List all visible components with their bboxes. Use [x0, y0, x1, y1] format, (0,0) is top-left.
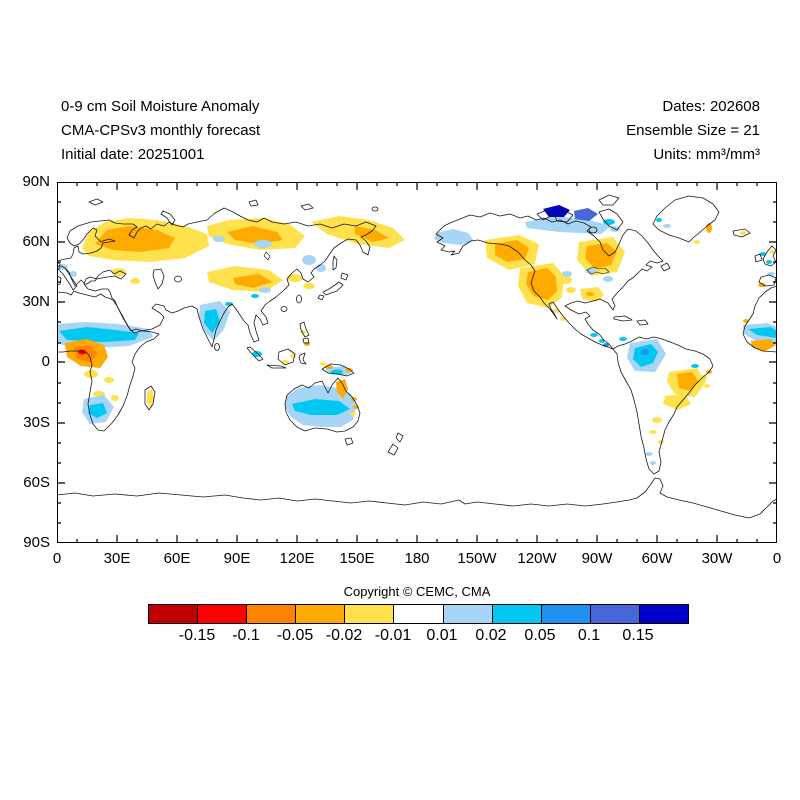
lon-tick-label: 150E	[339, 550, 375, 567]
lon-tick-label: 30E	[103, 550, 131, 567]
coastline-mediterranean-north	[57, 265, 127, 299]
coastline-lake-baikal	[263, 251, 271, 261]
lat-tick-label: 0	[41, 353, 50, 370]
coastline-southampton	[588, 226, 598, 234]
plot-subtitle: CMA-CPSv3 monthly forecast	[61, 122, 261, 139]
coastline-great-lakes	[586, 266, 610, 275]
coastline-new-guinea	[321, 363, 355, 377]
initial-date: Initial date: 20251001	[61, 146, 205, 163]
lat-tick-label: 30S	[23, 414, 50, 431]
lon-tick-label: 0	[772, 550, 782, 567]
units-label: Units: mm³/mm³	[653, 146, 760, 163]
lon-tick-label: 120W	[517, 550, 557, 567]
colorbar-segment-red	[198, 605, 248, 623]
coastline-hainan	[280, 306, 288, 312]
info-block: Dates: 202608 Ensemble Size = 21 Units: …	[626, 95, 760, 167]
colorbar-tick-label: 0.02	[475, 627, 507, 644]
coastlines	[57, 194, 777, 519]
lon-tick-label: 120E	[279, 550, 315, 567]
lat-tick-label: 30N	[22, 293, 50, 310]
colorbar-tick-label: 0.15	[622, 627, 654, 644]
coastline-aral	[174, 275, 182, 283]
colorbar-tick-label: 0.01	[426, 627, 458, 644]
coastline-west-africa	[742, 285, 777, 353]
lon-tick-label: 60E	[163, 550, 191, 567]
coastline-americas	[435, 212, 714, 475]
colorbar-tick-label: -0.02	[325, 627, 363, 644]
coastline-taiwan	[296, 294, 302, 304]
world-map	[57, 182, 777, 543]
lat-tick-label: 90S	[23, 534, 50, 551]
lon-tick-label: 180	[404, 550, 430, 567]
colorbar-tick-label: 0.05	[524, 627, 556, 644]
coastline-africa	[57, 290, 160, 432]
lon-tick-label: 30W	[701, 550, 733, 567]
forecast-dates: Dates: 202608	[662, 98, 760, 115]
coastline-greenland	[652, 195, 720, 243]
coastline-newfoundland	[660, 262, 671, 272]
coastline-iceland	[732, 228, 751, 238]
coastline-madagascar	[144, 385, 156, 411]
coastline-eurasia	[57, 207, 377, 348]
colorbar-segment-white	[394, 605, 444, 623]
coastline-caribbean	[613, 315, 649, 326]
title-block: 0-9 cm Soil Moisture Anomaly CMA-CPSv3 m…	[61, 95, 260, 167]
coastline-caspian	[152, 268, 165, 290]
coastline-new-zealand	[387, 432, 404, 456]
coastline-srilanka	[214, 343, 220, 351]
colorbar-segment-blue	[541, 605, 591, 623]
colorbar-tick-label: -0.15	[178, 627, 216, 644]
coastline-tasmania	[344, 437, 354, 446]
ensemble-size: Ensemble Size = 21	[626, 122, 760, 139]
colorbar-segment-cyan	[492, 605, 542, 623]
lat-tick-label: 60N	[22, 233, 50, 250]
anomaly-patches	[57, 205, 777, 465]
colorbar-tick-label: -0.01	[374, 627, 412, 644]
lon-tick-label: 90W	[581, 550, 613, 567]
colorbar-segment-yellow	[345, 605, 395, 623]
colorbar-segments	[148, 604, 689, 624]
colorbar-segment-orange	[247, 605, 297, 623]
lon-tick-label: 60W	[641, 550, 673, 567]
plot-title: 0-9 cm Soil Moisture Anomaly	[61, 98, 260, 115]
colorbar-segment-navy	[639, 605, 689, 623]
lon-tick-label: 90E	[223, 550, 251, 567]
copyright-text: Copyright © CEMC, CMA	[343, 584, 491, 599]
lon-tick-label: 150W	[457, 550, 497, 567]
colorbar-tick-label: 0.1	[577, 627, 601, 644]
coastline-wrangel	[371, 206, 379, 212]
colorbar-tick-label: -0.05	[276, 627, 314, 644]
coastline-sakhalin	[332, 255, 338, 271]
map-panel	[57, 182, 777, 543]
coastline-indonesia	[246, 346, 307, 369]
colorbar-segment-darkred	[149, 605, 199, 623]
coastline-australia	[284, 377, 361, 433]
coastline-arctic-eurasia-islands	[88, 198, 314, 226]
colorbar-segment-amber	[296, 605, 346, 623]
colorbar-tick-label: -0.1	[232, 627, 260, 644]
colorbar: -0.15 -0.1 -0.05 -0.02 -0.01 0.01 0.02 0.05 0.1 0…	[148, 604, 689, 650]
coastline-iberia	[57, 274, 777, 287]
lat-tick-label: 60S	[23, 474, 50, 491]
lon-tick-label: 0	[52, 550, 62, 567]
axis-ticks	[57, 182, 777, 543]
lat-tick-label: 90N	[22, 173, 50, 190]
coastline-antarctica	[57, 477, 777, 519]
colorbar-segment-royalblue	[590, 605, 640, 623]
coastline-japan	[317, 272, 349, 301]
coastline-philippines	[299, 321, 310, 344]
coastline-arctic-islands	[536, 194, 624, 231]
colorbar-segment-lightblue	[443, 605, 493, 623]
